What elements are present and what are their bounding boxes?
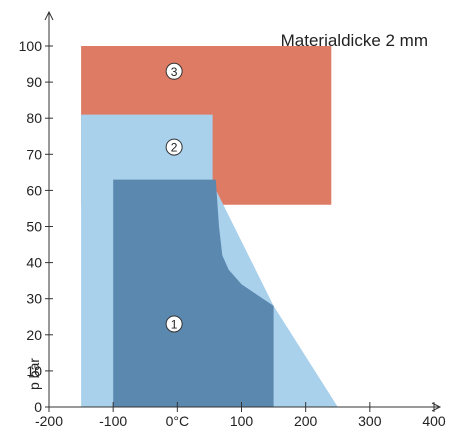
y-tick-label: 80 — [26, 110, 42, 126]
chart-region-markers: 3 2 1 — [165, 62, 183, 333]
marker-number: 2 — [171, 141, 178, 155]
chart-axes — [44, 10, 442, 412]
chart-title: Materialdicke 2 mm — [281, 31, 428, 50]
x-axis-arrow-icon — [431, 402, 442, 412]
x-tick-label: 400 — [422, 413, 446, 428]
region-marker-1: 1 — [165, 315, 183, 333]
y-tick-label: 70 — [26, 146, 42, 162]
region-1 — [113, 179, 274, 407]
x-tick-label: 100 — [230, 413, 254, 428]
marker-number: 1 — [171, 317, 178, 331]
y-axis-label: p bar — [26, 358, 42, 390]
marker-circle-icon — [165, 138, 183, 156]
x-tick-label: 200 — [294, 413, 318, 428]
y-tick-label: 50 — [26, 219, 42, 235]
marker-circle-icon — [165, 62, 183, 80]
y-tick-label: 10 — [26, 363, 42, 379]
x-tick-label: -200 — [35, 413, 63, 428]
x-tick-label: -100 — [99, 413, 127, 428]
y-axis-arrow-icon — [44, 10, 54, 21]
region-marker-2: 2 — [165, 138, 183, 156]
x-tick-label: 0°C — [166, 413, 190, 428]
y-tick-label: 0 — [34, 399, 42, 415]
marker-number: 3 — [171, 65, 178, 79]
chart-regions — [81, 46, 338, 407]
y-tick-label: 40 — [26, 255, 42, 271]
marker-circle-icon — [165, 315, 183, 333]
y-tick-label: 100 — [19, 38, 43, 54]
y-tick-label: 30 — [26, 291, 42, 307]
region-marker-3: 3 — [165, 62, 183, 80]
y-tick-label: 20 — [26, 327, 42, 343]
x-tick-label: 300 — [358, 413, 382, 428]
y-tick-label: 90 — [26, 74, 42, 90]
y-tick-label: 60 — [26, 182, 42, 198]
chart-ticks: -200 -100 0°C 100 200 300 400 0 10 20 30 40 50 60 70 80… — [19, 38, 446, 428]
